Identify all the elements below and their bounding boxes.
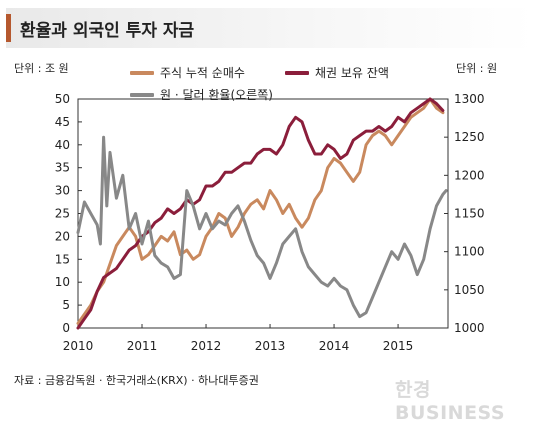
left-tick-label-1: 5: [62, 298, 70, 312]
right-tick-label-3: 1150: [454, 207, 485, 221]
right-tick-label-2: 1100: [454, 245, 485, 259]
page-title: 환율과 외국인 투자 자금: [20, 21, 195, 41]
x-tick-label-4: 2014: [319, 339, 350, 353]
right-tick-label-4: 1200: [454, 168, 485, 182]
left-tick-label-10: 50: [55, 92, 70, 106]
left-tick-label-9: 45: [55, 115, 70, 129]
x-tick-label-0: 2010: [63, 339, 94, 353]
legend-swatch-stock: [130, 70, 154, 75]
legend-item-stock: 주식 누적 순매수: [130, 64, 245, 81]
legend-label-bond: 채권 보유 잔액: [315, 66, 389, 80]
left-tick-label-7: 35: [55, 161, 70, 175]
x-tick-label-1: 2011: [127, 339, 158, 353]
right-tick-label-1: 1050: [454, 283, 485, 297]
left-tick-label-3: 15: [55, 252, 70, 266]
right-tick-label-0: 1000: [454, 321, 485, 335]
left-tick-label-5: 25: [55, 207, 70, 221]
series-line-bond: [76, 97, 445, 330]
series-line-stock: [76, 97, 445, 325]
title-bar: 환율과 외국인 투자 자금: [6, 8, 534, 48]
right-tick-label-5: 1250: [454, 130, 485, 144]
legend-item-bond: 채권 보유 잔액: [285, 64, 389, 81]
plot-frame: [77, 98, 449, 329]
right-axis-unit: 단위 : 원: [456, 62, 498, 75]
source-note: 자료 : 금융감독원 · 한국거래소(KRX) · 하나대투증권: [14, 374, 259, 387]
left-tick-label-8: 40: [55, 138, 70, 152]
x-tick-label-5: 2015: [383, 339, 414, 353]
left-tick-label-2: 10: [55, 275, 70, 289]
legend-swatch-fx: [130, 92, 154, 97]
right-tick-label-6: 1300: [454, 92, 485, 106]
x-tick-label-3: 2013: [255, 339, 286, 353]
watermark-logo: 한경BUSINESS: [395, 379, 506, 424]
left-tick-label-6: 30: [55, 184, 70, 198]
title-accent: [6, 14, 11, 42]
legend-label-stock: 주식 누적 순매수: [160, 66, 245, 80]
left-axis-unit: 단위 : 조 원: [14, 62, 69, 75]
line-chart: 0 5 10 15 20 25 30 35 40 45 50 1000 1050 1100 1150 1200…: [55, 92, 485, 353]
x-tick-label-2: 2012: [191, 339, 222, 353]
legend-swatch-bond: [285, 70, 309, 75]
left-tick-label-4: 20: [55, 229, 70, 243]
series-line-fx: [76, 135, 448, 319]
left-tick-label-0: 0: [62, 321, 70, 335]
